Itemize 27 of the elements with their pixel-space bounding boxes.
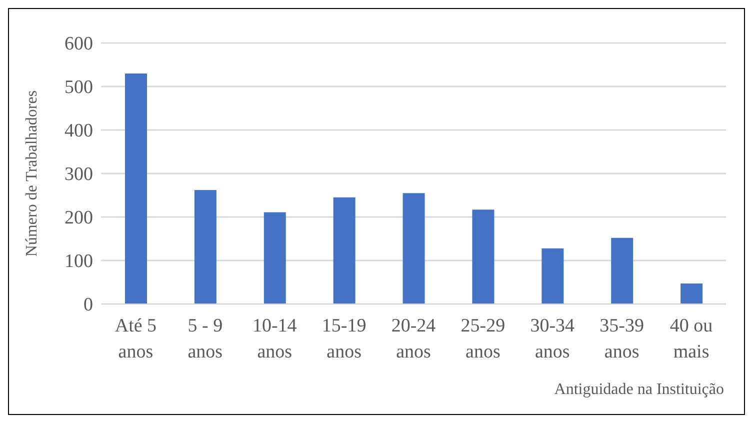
x-axis-title: Antiguidade na Instituição xyxy=(554,381,724,399)
bar xyxy=(542,248,564,304)
y-tick-label: 600 xyxy=(64,34,93,55)
bar xyxy=(333,197,356,304)
x-tick-label: 15-19 anos xyxy=(322,315,366,362)
x-tick-label: 25-29 anos xyxy=(460,315,506,362)
x-tick-label: 40 ou mais xyxy=(670,315,714,362)
bar xyxy=(194,190,216,304)
y-tick-label: 200 xyxy=(64,208,93,229)
x-tick-label: 5 - 9 anos xyxy=(188,315,223,362)
bar xyxy=(611,238,634,304)
y-tick-label: 100 xyxy=(64,251,93,272)
y-tick-label: 400 xyxy=(64,120,93,142)
x-tick-label: 20-24 anos xyxy=(391,315,436,362)
bar xyxy=(680,284,703,304)
y-tick-label: 500 xyxy=(64,77,93,98)
y-tick-label: 300 xyxy=(64,164,93,186)
bar xyxy=(264,212,286,304)
x-tick-label: Até 5 anos xyxy=(114,315,157,362)
bar xyxy=(402,193,425,304)
y-axis-title: Número de Trabalhadores xyxy=(24,90,41,257)
y-tick-label: 0 xyxy=(84,294,93,316)
x-tick-label: 35-39 anos xyxy=(600,315,644,362)
bar xyxy=(125,73,147,304)
x-tick-label: 10-14 anos xyxy=(252,315,298,362)
bar xyxy=(472,210,494,304)
x-tick-label: 30-34 anos xyxy=(530,315,576,362)
